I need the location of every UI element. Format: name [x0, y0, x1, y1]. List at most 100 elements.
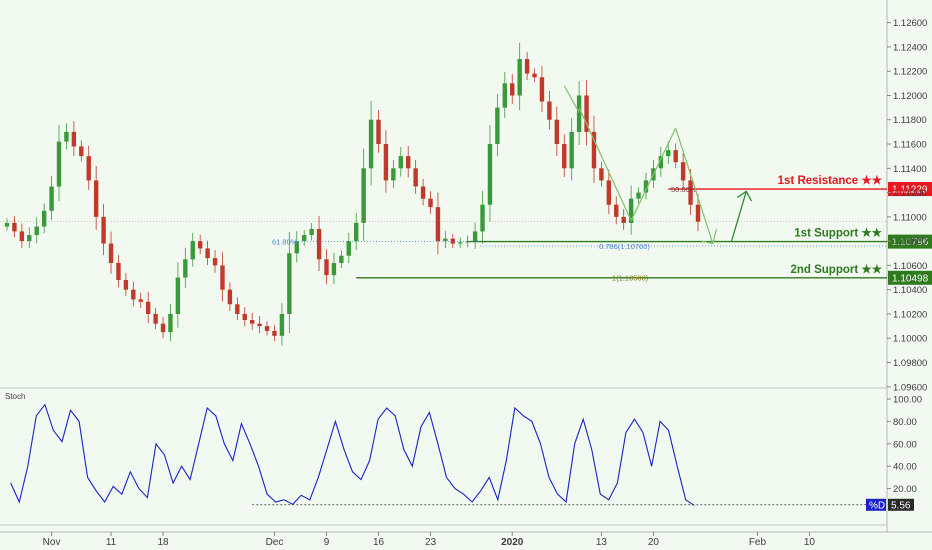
candle[interactable]	[376, 119, 381, 145]
candle[interactable]	[93, 180, 99, 217]
candle[interactable]	[398, 156, 403, 169]
candle[interactable]	[41, 210, 47, 227]
time-axis[interactable]: Nov 11 18 Dec 9 16 23 2020 13 20 Feb 10	[43, 532, 816, 548]
candle[interactable]	[621, 216, 626, 223]
candle[interactable]	[71, 131, 77, 147]
candle[interactable]	[532, 73, 537, 78]
candle[interactable]	[673, 150, 678, 163]
price-tick-1: 1.12400	[893, 42, 927, 53]
candle[interactable]	[465, 241, 470, 243]
candle[interactable]	[205, 248, 210, 259]
candle[interactable]	[190, 241, 195, 260]
candle[interactable]	[428, 198, 433, 208]
candle[interactable]	[354, 222, 359, 242]
candle[interactable]	[302, 235, 307, 242]
candle[interactable]	[487, 144, 493, 205]
candle[interactable]	[131, 289, 136, 300]
candle[interactable]	[695, 204, 701, 222]
candle[interactable]	[636, 192, 641, 199]
candle[interactable]	[257, 323, 262, 327]
candle[interactable]	[175, 277, 181, 314]
candle[interactable]	[576, 95, 582, 132]
candles-layer[interactable]	[4, 42, 701, 346]
candle[interactable]	[599, 168, 604, 181]
candle[interactable]	[324, 259, 329, 276]
candle[interactable]	[510, 83, 515, 96]
candle[interactable]	[287, 253, 292, 314]
candle[interactable]	[361, 168, 366, 223]
candle[interactable]	[316, 228, 322, 260]
candle[interactable]	[272, 330, 277, 336]
price-axis[interactable]: 1.12600 1.12400 1.12200 1.12000 1.11800 1.116…	[887, 18, 927, 393]
candle[interactable]	[383, 144, 389, 181]
candle[interactable]	[19, 231, 25, 242]
candle[interactable]	[435, 207, 441, 242]
candle[interactable]	[56, 141, 62, 187]
candle[interactable]	[480, 204, 485, 232]
candle[interactable]	[680, 162, 686, 181]
candle[interactable]	[688, 180, 693, 205]
candle[interactable]	[79, 146, 84, 157]
candle[interactable]	[101, 216, 106, 244]
candle[interactable]	[569, 131, 574, 169]
candle[interactable]	[279, 313, 285, 336]
candle[interactable]	[145, 301, 151, 314]
candle[interactable]	[235, 304, 240, 314]
candle[interactable]	[584, 95, 589, 132]
candle[interactable]	[183, 259, 188, 278]
candle[interactable]	[27, 235, 32, 242]
candle[interactable]	[562, 144, 567, 169]
candle[interactable]	[212, 258, 218, 266]
candle[interactable]	[443, 238, 448, 242]
date-tick-3: Dec	[266, 537, 284, 548]
candle[interactable]	[242, 313, 247, 321]
candle[interactable]	[420, 186, 426, 199]
candle[interactable]	[458, 242, 463, 244]
candle[interactable]	[413, 168, 418, 187]
candle[interactable]	[495, 107, 500, 145]
candle[interactable]	[309, 228, 314, 236]
candle[interactable]	[227, 289, 233, 305]
candle[interactable]	[450, 238, 455, 244]
candle[interactable]	[138, 299, 143, 302]
candle[interactable]	[339, 255, 344, 263]
candle[interactable]	[123, 279, 129, 290]
stoch-line	[10, 403, 695, 506]
candle[interactable]	[554, 119, 560, 145]
candle[interactable]	[517, 59, 522, 96]
candle[interactable]	[591, 131, 597, 169]
candle[interactable]	[86, 156, 91, 181]
candle[interactable]	[294, 241, 299, 254]
candle[interactable]	[220, 265, 225, 290]
candle[interactable]	[4, 222, 10, 227]
candle[interactable]	[64, 131, 69, 142]
candle[interactable]	[539, 77, 545, 102]
candle[interactable]	[406, 156, 411, 169]
candle[interactable]	[606, 180, 612, 205]
candle[interactable]	[502, 83, 508, 108]
candle[interactable]	[524, 59, 530, 74]
candle[interactable]	[153, 313, 158, 324]
candle[interactable]	[197, 241, 203, 249]
candle[interactable]	[331, 262, 337, 276]
candle[interactable]	[628, 198, 634, 223]
candle[interactable]	[49, 186, 54, 211]
candle[interactable]	[472, 231, 478, 242]
candle[interactable]	[249, 320, 255, 324]
candle[interactable]	[34, 226, 39, 236]
candle[interactable]	[168, 313, 173, 333]
candle[interactable]	[614, 204, 619, 217]
candle[interactable]	[666, 150, 671, 157]
candle[interactable]	[108, 243, 114, 263]
candle[interactable]	[368, 119, 374, 169]
candle[interactable]	[643, 180, 649, 193]
candle[interactable]	[346, 241, 351, 256]
candle[interactable]	[391, 168, 396, 181]
candle[interactable]	[12, 222, 17, 232]
date-tick-2: 18	[157, 537, 169, 548]
candle[interactable]	[116, 262, 121, 280]
candle[interactable]	[264, 326, 270, 331]
candle[interactable]	[547, 101, 552, 120]
candle[interactable]	[160, 323, 166, 333]
candle[interactable]	[658, 156, 664, 169]
